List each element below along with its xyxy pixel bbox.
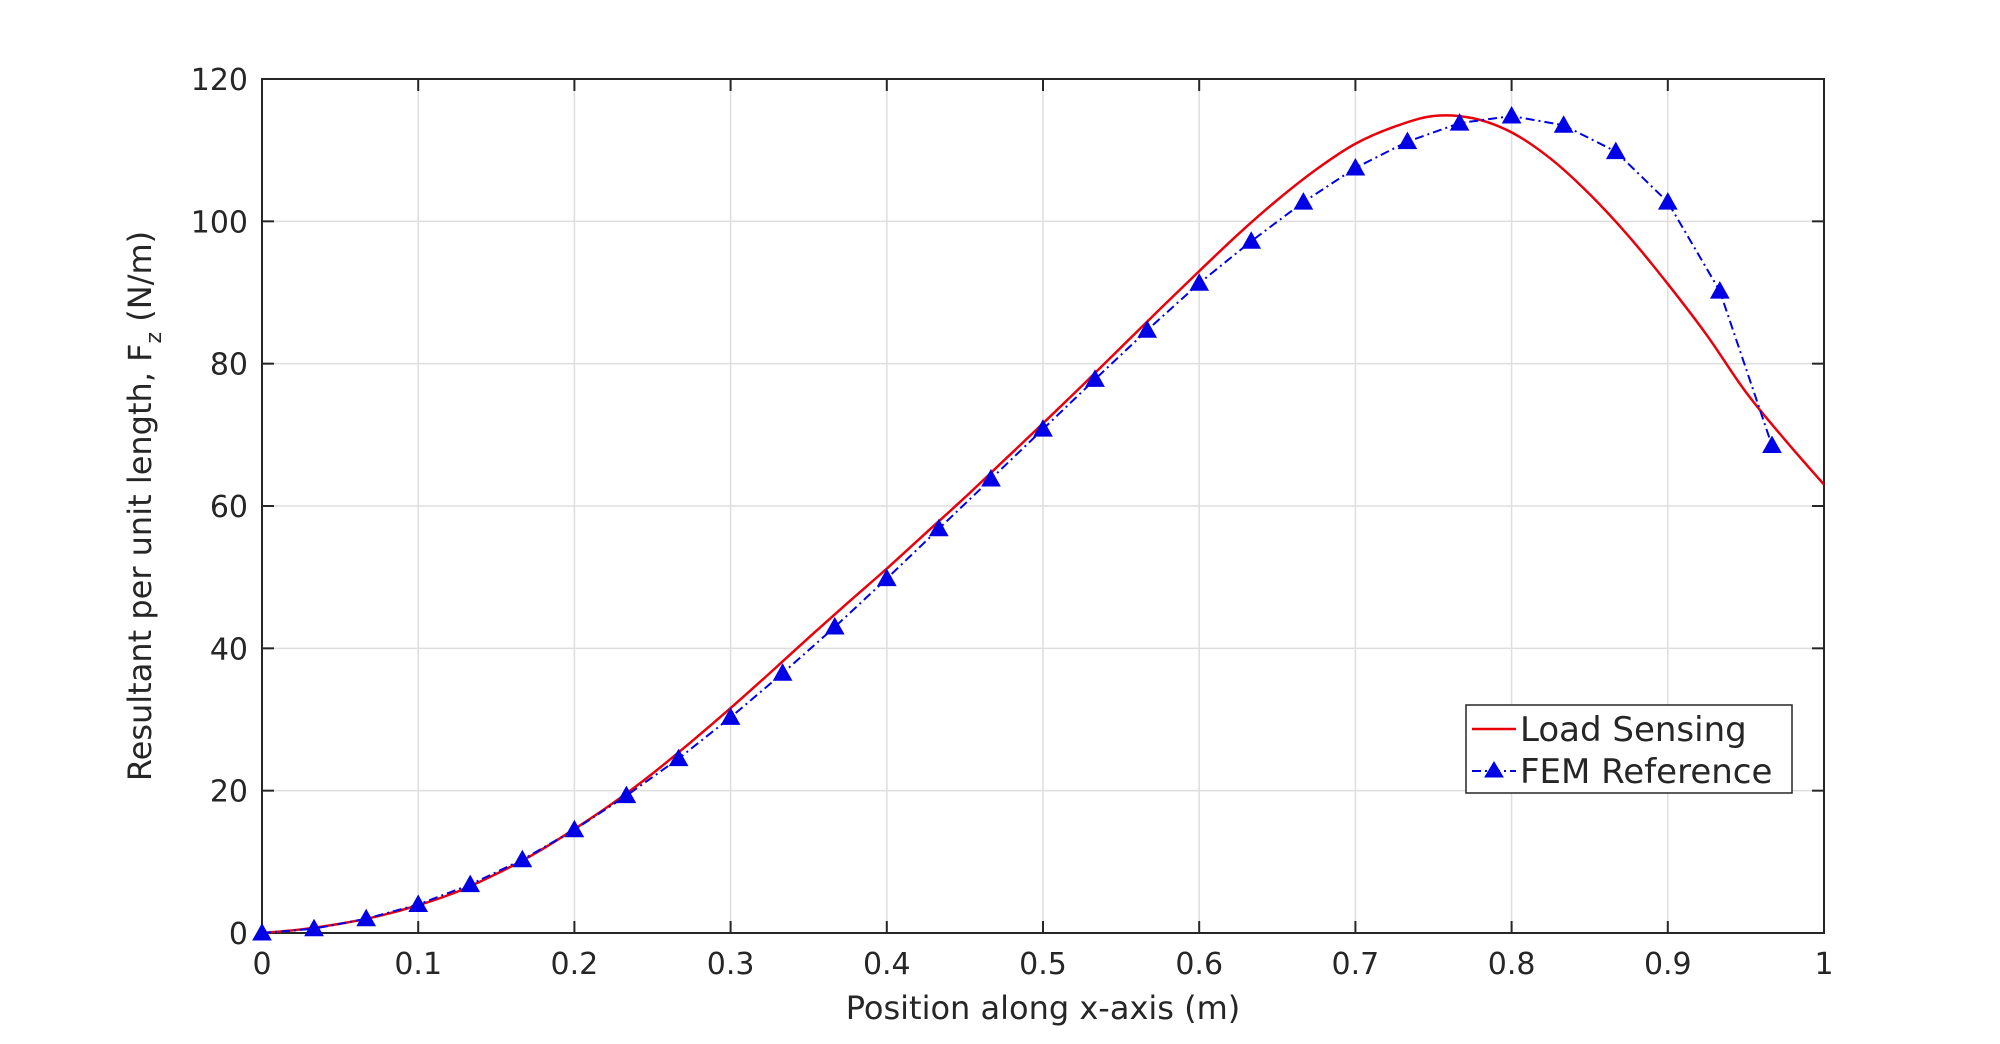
legend-marker-fem-reference — [1484, 761, 1504, 778]
x-tick-label: 0.7 — [1332, 947, 1380, 982]
fem-reference-point — [460, 874, 481, 893]
y-axis-label: Resultant per unit length, Fz (N/m) — [121, 231, 167, 781]
x-axis-label: Position along x-axis (m) — [846, 989, 1241, 1027]
y-tick-label: 40 — [210, 632, 248, 667]
x-tick-label: 0.6 — [1175, 947, 1223, 982]
legend-label-fem-reference: FEM Reference — [1520, 752, 1772, 792]
fem-reference-point — [1397, 131, 1418, 150]
legend-label-load-sensing: Load Sensing — [1520, 710, 1747, 750]
grid-lines — [262, 79, 1824, 933]
fem-reference-point — [981, 468, 1001, 487]
legend-box — [1465, 704, 1793, 794]
x-tick-label: 0.2 — [551, 947, 599, 982]
x-tick-label: 0.3 — [707, 947, 755, 982]
legend: Load Sensing FEM Reference — [1465, 704, 1793, 794]
fem-reference-point — [1501, 105, 1522, 124]
data-series — [252, 105, 1825, 941]
y-tick-label: 0 — [229, 917, 248, 952]
fem-reference-point — [356, 908, 377, 927]
fem-reference-point — [1605, 141, 1626, 160]
x-tick-label: 0.8 — [1488, 947, 1536, 982]
y-tick-label: 120 — [191, 63, 248, 98]
fem-reference-point — [408, 894, 429, 913]
fem-reference-point — [304, 918, 324, 937]
fem-reference-point — [1762, 435, 1782, 454]
y-axis-label-subscript: z — [142, 332, 167, 344]
y-axis-label-unit: (N/m) — [121, 231, 159, 332]
x-tick-label: 0 — [252, 947, 271, 982]
fem-reference-point — [720, 707, 741, 725]
fem-reference-point — [1553, 115, 1574, 133]
x-tick-label: 0.4 — [863, 947, 911, 982]
axis-ticks: 0 0.1 0.2 0.3 0.4 0.5 0.6 0.7 0.8 0.9 1 0 20 40 60 80 10… — [191, 63, 1834, 982]
fem-reference-point — [876, 568, 897, 587]
y-tick-label: 60 — [210, 490, 248, 525]
fem-reference-point — [1293, 192, 1314, 210]
fem-reference-point — [1657, 192, 1678, 210]
x-tick-label: 0.5 — [1019, 947, 1067, 982]
fem-reference-point — [616, 785, 637, 804]
x-tick-label: 1 — [1814, 947, 1833, 982]
y-tick-label: 100 — [191, 205, 248, 240]
fem-reference-point — [512, 849, 533, 868]
y-axis-label-main: Resultant per unit length, F — [121, 343, 159, 781]
y-tick-label: 20 — [210, 775, 248, 810]
fem-reference-point — [1085, 369, 1105, 387]
fem-reference-point — [1449, 113, 1470, 131]
fem-reference-point — [1345, 157, 1366, 176]
x-tick-label: 0.9 — [1644, 947, 1692, 982]
fem-reference-point — [1137, 320, 1158, 338]
fem-reference-point — [1709, 281, 1730, 299]
y-tick-label: 80 — [210, 348, 248, 383]
fem-reference-point — [564, 819, 585, 838]
fem-reference-point — [772, 663, 793, 681]
fem-reference-point — [252, 922, 272, 941]
fem-reference-point — [928, 518, 949, 537]
fem-reference-point — [668, 748, 689, 767]
series-line-fem-reference — [261, 114, 1773, 934]
fem-reference-point — [1033, 419, 1053, 437]
fem-reference-point — [824, 616, 845, 635]
fem-reference-point — [1241, 231, 1262, 249]
fem-reference-point — [1189, 273, 1210, 291]
x-tick-label: 0.1 — [394, 947, 442, 982]
